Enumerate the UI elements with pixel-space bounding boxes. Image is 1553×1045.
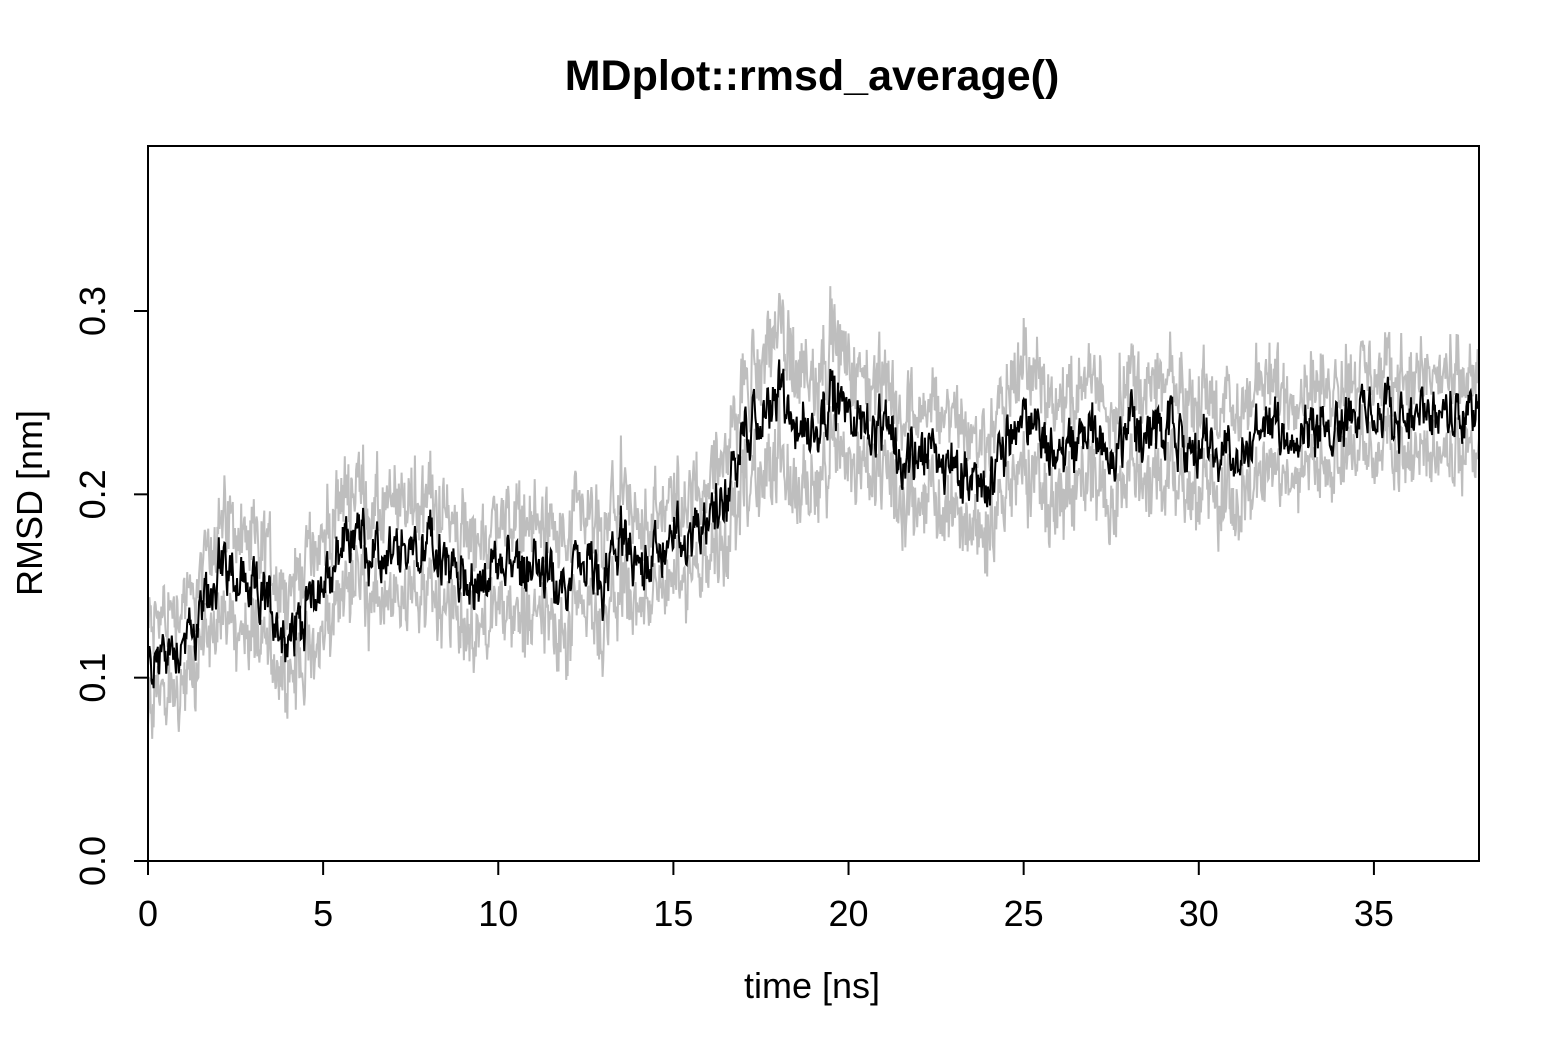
- spread-upper-line: [147, 286, 1480, 655]
- x-tick-label: 10: [478, 893, 518, 934]
- y-axis: 0.0 0.1 0.2 0.3: [72, 286, 149, 886]
- y-tick-label: 0.3: [72, 286, 113, 336]
- x-tick-label: 25: [1004, 893, 1044, 934]
- y-tick-label: 0.0: [72, 836, 113, 886]
- x-tick-label: 15: [653, 893, 693, 934]
- spread-lower-line: [147, 390, 1480, 739]
- x-tick-label: 5: [313, 893, 333, 934]
- x-axis: 0 5 10 15 20 25 30 35: [138, 860, 1394, 934]
- y-tick-label: 0.2: [72, 469, 113, 519]
- x-tick-label: 30: [1179, 893, 1219, 934]
- spread-band-layer: [147, 286, 1480, 739]
- x-tick-label: 35: [1354, 893, 1394, 934]
- x-tick-label: 0: [138, 893, 158, 934]
- mean-line-layer: [147, 359, 1480, 689]
- x-axis-label: time [ns]: [744, 965, 880, 1006]
- x-tick-label: 20: [829, 893, 869, 934]
- y-tick-label: 0.1: [72, 653, 113, 703]
- chart-title: MDplot::rmsd_average(): [565, 52, 1060, 100]
- mean-series-line: [147, 359, 1480, 689]
- y-axis-label: RMSD [nm]: [9, 410, 50, 596]
